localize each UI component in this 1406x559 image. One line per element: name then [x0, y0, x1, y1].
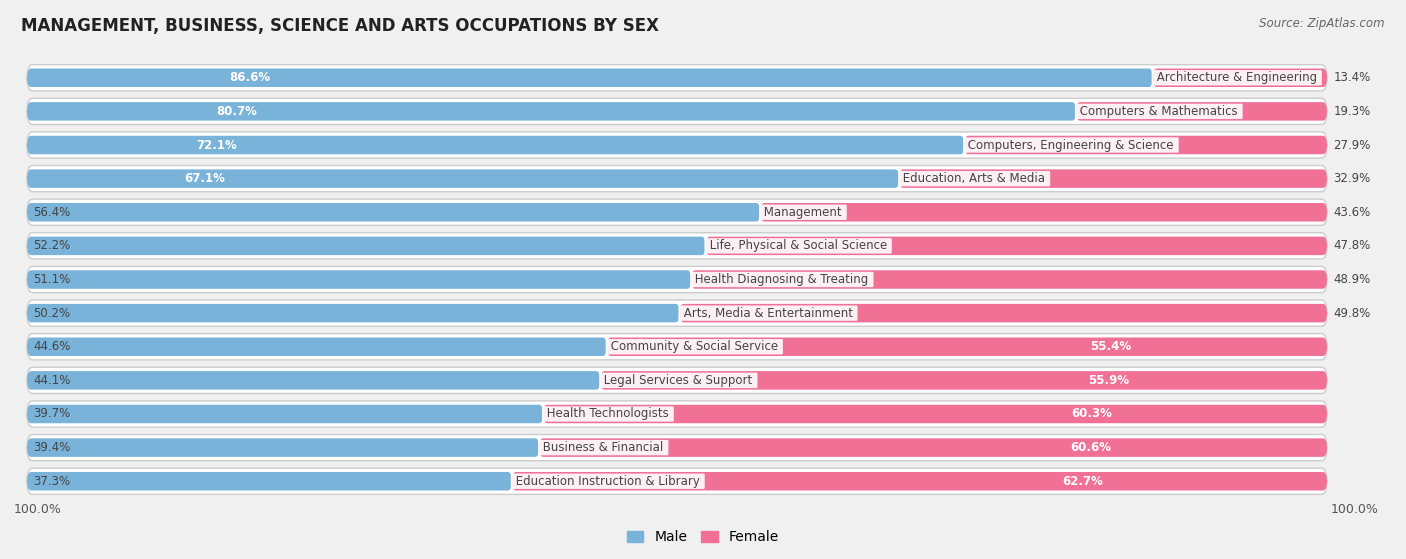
Text: 60.3%: 60.3%	[1071, 408, 1112, 420]
Text: Computers, Engineering & Science: Computers, Engineering & Science	[965, 139, 1178, 151]
FancyBboxPatch shape	[761, 203, 1327, 221]
Text: Computers & Mathematics: Computers & Mathematics	[1076, 105, 1241, 118]
FancyBboxPatch shape	[543, 405, 1327, 423]
Text: 47.8%: 47.8%	[1333, 239, 1371, 252]
Text: 37.3%: 37.3%	[34, 475, 70, 488]
FancyBboxPatch shape	[1076, 102, 1327, 121]
Legend: Male, Female: Male, Female	[621, 525, 785, 550]
Text: MANAGEMENT, BUSINESS, SCIENCE AND ARTS OCCUPATIONS BY SEX: MANAGEMENT, BUSINESS, SCIENCE AND ARTS O…	[21, 17, 659, 35]
FancyBboxPatch shape	[27, 102, 1076, 121]
FancyBboxPatch shape	[27, 65, 1327, 91]
Text: 51.1%: 51.1%	[34, 273, 70, 286]
FancyBboxPatch shape	[600, 371, 1327, 390]
Text: 52.2%: 52.2%	[34, 239, 70, 252]
FancyBboxPatch shape	[27, 165, 1327, 192]
FancyBboxPatch shape	[27, 371, 600, 390]
Text: 80.7%: 80.7%	[217, 105, 257, 118]
Text: 56.4%: 56.4%	[34, 206, 70, 219]
FancyBboxPatch shape	[27, 199, 1327, 225]
FancyBboxPatch shape	[27, 304, 679, 323]
Text: 55.9%: 55.9%	[1088, 374, 1129, 387]
Text: 100.0%: 100.0%	[14, 503, 62, 516]
Text: 27.9%: 27.9%	[1333, 139, 1371, 151]
Text: Community & Social Service: Community & Social Service	[607, 340, 782, 353]
Text: 43.6%: 43.6%	[1333, 206, 1371, 219]
FancyBboxPatch shape	[27, 401, 1327, 427]
FancyBboxPatch shape	[27, 338, 607, 356]
Text: 50.2%: 50.2%	[34, 307, 70, 320]
Text: 39.4%: 39.4%	[34, 441, 70, 454]
Text: Life, Physical & Social Science: Life, Physical & Social Science	[706, 239, 890, 252]
Text: Education Instruction & Library: Education Instruction & Library	[512, 475, 703, 488]
FancyBboxPatch shape	[607, 338, 1327, 356]
FancyBboxPatch shape	[27, 367, 1327, 394]
Text: Education, Arts & Media: Education, Arts & Media	[900, 172, 1049, 185]
FancyBboxPatch shape	[706, 236, 1327, 255]
Text: Business & Financial: Business & Financial	[540, 441, 668, 454]
Text: 67.1%: 67.1%	[184, 172, 225, 185]
FancyBboxPatch shape	[27, 169, 900, 188]
Text: 32.9%: 32.9%	[1333, 172, 1371, 185]
Text: Health Technologists: Health Technologists	[543, 408, 672, 420]
Text: Health Diagnosing & Treating: Health Diagnosing & Treating	[692, 273, 872, 286]
FancyBboxPatch shape	[27, 405, 543, 423]
Text: 44.1%: 44.1%	[34, 374, 70, 387]
Text: Management: Management	[761, 206, 845, 219]
Text: 62.7%: 62.7%	[1062, 475, 1102, 488]
Text: 48.9%: 48.9%	[1333, 273, 1371, 286]
FancyBboxPatch shape	[27, 438, 540, 457]
Text: Source: ZipAtlas.com: Source: ZipAtlas.com	[1260, 17, 1385, 30]
FancyBboxPatch shape	[512, 472, 1327, 490]
Text: Architecture & Engineering: Architecture & Engineering	[1153, 71, 1320, 84]
FancyBboxPatch shape	[27, 472, 512, 490]
FancyBboxPatch shape	[27, 434, 1327, 461]
FancyBboxPatch shape	[1153, 69, 1327, 87]
FancyBboxPatch shape	[900, 169, 1327, 188]
Text: 100.0%: 100.0%	[1331, 503, 1379, 516]
Text: 39.7%: 39.7%	[34, 408, 70, 420]
Text: 55.4%: 55.4%	[1090, 340, 1132, 353]
FancyBboxPatch shape	[679, 304, 1327, 323]
Text: 13.4%: 13.4%	[1333, 71, 1371, 84]
FancyBboxPatch shape	[27, 236, 706, 255]
Text: 19.3%: 19.3%	[1333, 105, 1371, 118]
Text: 49.8%: 49.8%	[1333, 307, 1371, 320]
FancyBboxPatch shape	[27, 468, 1327, 494]
FancyBboxPatch shape	[27, 136, 965, 154]
FancyBboxPatch shape	[692, 270, 1327, 289]
Text: 60.6%: 60.6%	[1070, 441, 1111, 454]
FancyBboxPatch shape	[27, 267, 1327, 292]
FancyBboxPatch shape	[27, 203, 761, 221]
Text: 72.1%: 72.1%	[195, 139, 236, 151]
Text: 86.6%: 86.6%	[229, 71, 271, 84]
FancyBboxPatch shape	[965, 136, 1327, 154]
FancyBboxPatch shape	[27, 98, 1327, 125]
Text: 44.6%: 44.6%	[34, 340, 70, 353]
Text: Arts, Media & Entertainment: Arts, Media & Entertainment	[679, 307, 856, 320]
FancyBboxPatch shape	[27, 233, 1327, 259]
FancyBboxPatch shape	[27, 270, 692, 289]
Text: Legal Services & Support: Legal Services & Support	[600, 374, 756, 387]
FancyBboxPatch shape	[27, 132, 1327, 158]
FancyBboxPatch shape	[27, 300, 1327, 326]
FancyBboxPatch shape	[27, 69, 1153, 87]
FancyBboxPatch shape	[27, 334, 1327, 360]
FancyBboxPatch shape	[540, 438, 1327, 457]
